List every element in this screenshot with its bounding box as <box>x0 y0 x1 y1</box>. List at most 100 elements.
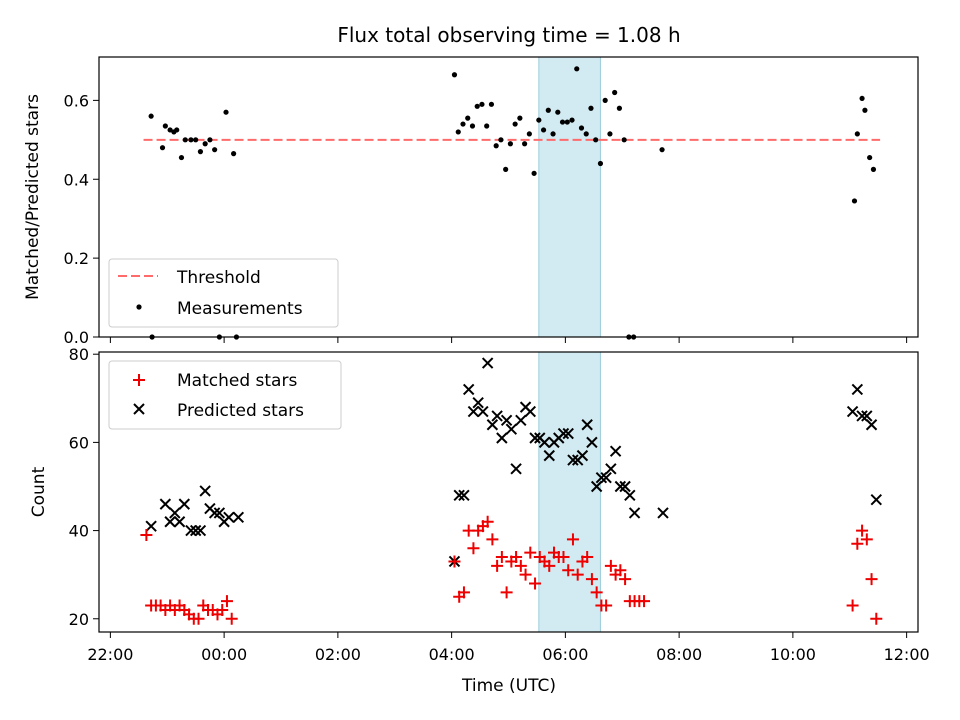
count-legend: Matched stars Predicted stars <box>108 360 342 430</box>
predicted-star-marker <box>856 410 868 422</box>
matched-legend-label: Matched stars <box>177 371 297 391</box>
predicted-star-marker <box>614 480 627 493</box>
predicted-star-marker <box>538 436 551 449</box>
count-y-axis: 20 40 60 80 <box>69 345 99 629</box>
count-y-tick-label: 80 <box>69 345 89 364</box>
measurement-point <box>597 160 604 167</box>
measurement-point <box>174 127 180 133</box>
ratio-y-axis-label: Matched/Predicted stars <box>23 94 43 300</box>
count-plot-frame <box>98 351 919 633</box>
predicted-star-marker <box>213 507 226 519</box>
predicted-star-marker <box>496 432 508 444</box>
measurement-point <box>207 137 213 143</box>
predicted-star-marker <box>851 383 864 396</box>
matched-star-marker <box>491 559 504 572</box>
count-y-tick-label: 20 <box>69 610 89 629</box>
predicted-star-marker <box>600 471 612 484</box>
predicted-star-marker <box>232 511 245 524</box>
matched-star-marker <box>524 546 537 559</box>
measurement-point <box>545 107 551 113</box>
measurement-point <box>621 137 627 143</box>
predicted-star-marker <box>586 436 598 449</box>
measurement-point <box>212 147 218 153</box>
predicted-star-marker <box>223 511 235 524</box>
matched-star-marker <box>562 564 575 577</box>
matched-star-marker <box>543 559 556 572</box>
measurement-point <box>231 151 237 157</box>
predicted-star-marker <box>477 405 489 418</box>
measurements-legend-label: Measurements <box>177 299 303 319</box>
measurement-point <box>607 131 613 137</box>
measurements-legend-swatch <box>136 304 142 310</box>
measurement-point <box>455 129 461 135</box>
predicted-star-marker <box>199 485 211 497</box>
ratio-x-ticks <box>109 337 908 343</box>
measurement-point <box>536 117 542 123</box>
predicted-star-marker <box>865 419 878 431</box>
measurement-point <box>851 198 858 204</box>
measurement-point <box>517 115 523 121</box>
predicted-star-marker <box>524 405 537 418</box>
measurement-point <box>583 131 589 137</box>
predicted-star-marker <box>870 494 882 506</box>
predicted-star-marker <box>619 480 631 493</box>
predicted-legend-label: Predicted stars <box>177 401 304 421</box>
predicted-star-marker <box>628 507 641 519</box>
measurement-point <box>465 115 471 121</box>
matched-star-marker <box>585 573 598 586</box>
ratio-panel: 0.0 0.2 0.4 0.6 Matched/Predicted stars Thr… <box>23 56 919 347</box>
ratio-y-tick-label: 0.4 <box>64 170 89 189</box>
measurement-point <box>574 66 580 72</box>
matched-star-marker <box>571 568 584 581</box>
measurement-point <box>602 97 608 103</box>
matched-star-marker <box>529 577 542 590</box>
ratio-legend: Threshold Measurements <box>108 258 339 328</box>
count-y-tick-label: 60 <box>69 433 89 452</box>
measurement-point <box>451 72 458 78</box>
measurement-point <box>488 101 495 107</box>
measurement-point <box>178 154 185 161</box>
predicted-star-marker <box>595 471 608 484</box>
matched-star-marker <box>140 528 153 541</box>
measurement-point <box>202 141 208 147</box>
measurement-point <box>593 137 599 143</box>
time-x-tick-label: 12:00 <box>884 645 930 664</box>
ratio-y-axis: 0.0 0.2 0.4 0.6 <box>64 91 99 347</box>
matched-star-marker <box>519 568 532 581</box>
measurement-point <box>862 107 868 113</box>
predicted-star-marker <box>159 498 172 510</box>
matched-star-marker <box>495 551 508 564</box>
ratio-y-tick-label: 0.6 <box>64 91 89 110</box>
matched-star-marker <box>581 551 594 564</box>
predicted-star-marker <box>605 463 617 475</box>
predicted-star-marker <box>458 489 470 502</box>
predicted-star-marker <box>510 463 522 475</box>
matched-star-marker <box>557 551 570 564</box>
measurement-point <box>578 125 585 131</box>
measurement-point <box>182 137 188 143</box>
ratio-legend-box <box>108 258 339 328</box>
matched-star-marker <box>846 599 859 612</box>
predicted-star-marker <box>472 397 484 409</box>
matched-star-marker <box>486 533 499 546</box>
matched-legend-swatch <box>133 374 145 386</box>
predicted-star-marker <box>164 516 176 528</box>
predicted-stars-points <box>145 357 882 568</box>
matched-star-marker <box>851 537 864 550</box>
matched-star-marker <box>865 573 878 586</box>
predicted-star-marker <box>173 516 186 528</box>
measurement-point <box>522 141 528 147</box>
matched-stars-points <box>140 515 883 625</box>
predicted-star-marker <box>467 405 480 418</box>
measurement-point <box>193 137 199 143</box>
measurement-point <box>555 109 561 115</box>
time-x-tick-label: 22:00 <box>87 645 133 664</box>
predicted-star-marker <box>657 507 669 519</box>
matched-star-marker <box>600 599 613 612</box>
measurement-point <box>507 141 513 147</box>
matched-star-marker <box>856 524 869 537</box>
matched-star-marker <box>216 603 229 616</box>
predicted-star-marker <box>505 423 518 435</box>
measurement-point <box>616 105 623 111</box>
